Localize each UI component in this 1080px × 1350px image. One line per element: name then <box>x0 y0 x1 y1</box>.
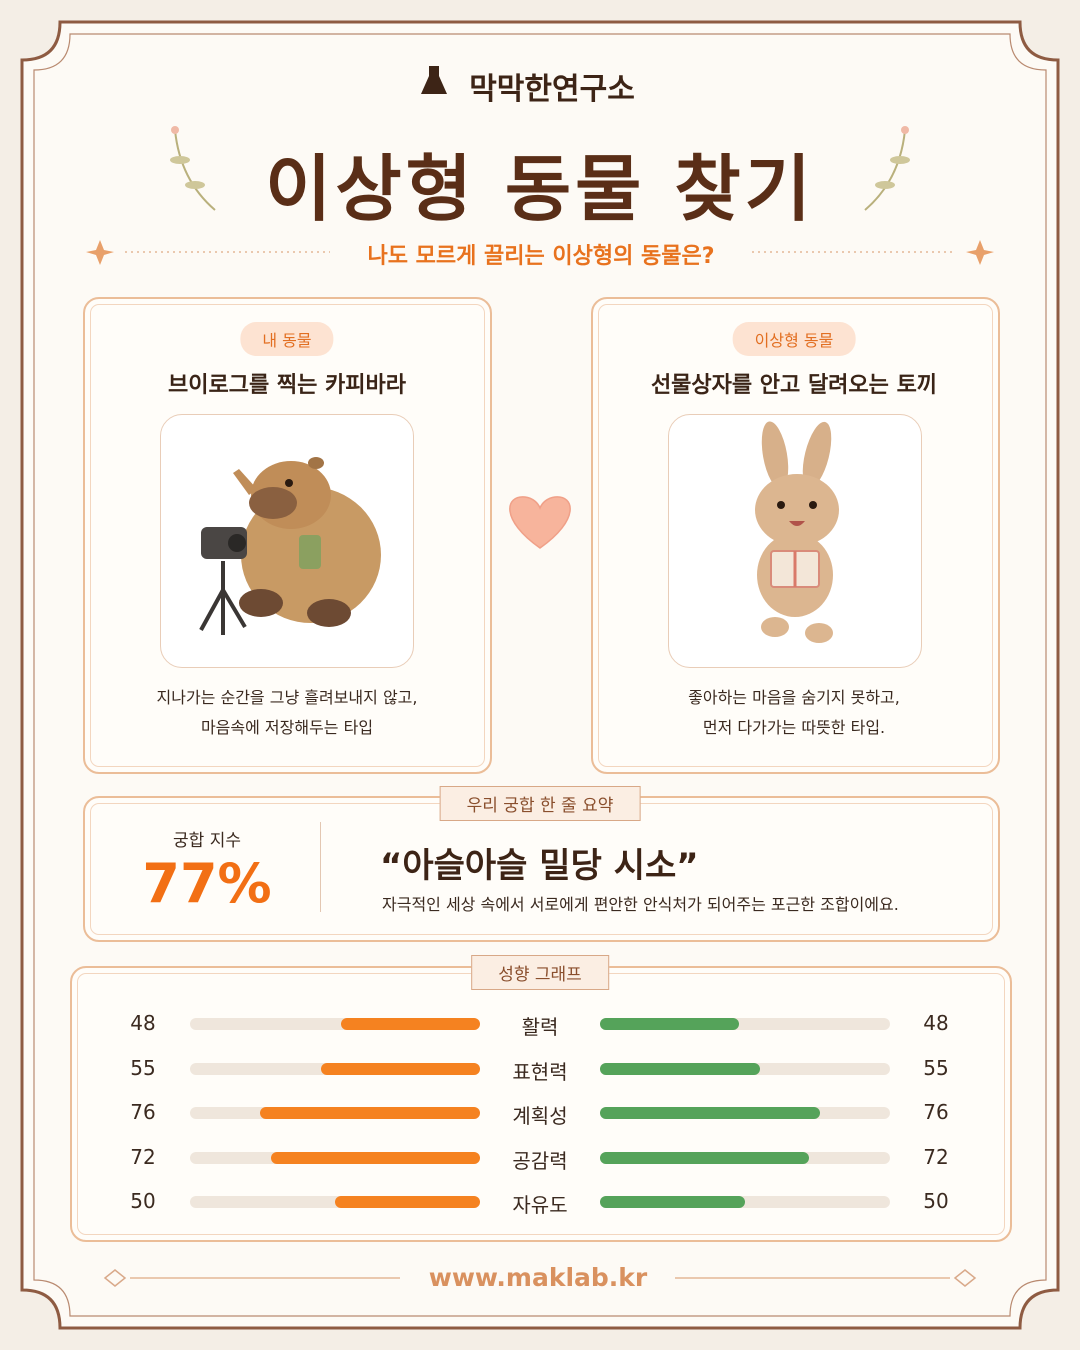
left-bar <box>320 1062 480 1075</box>
rabbit-illustration <box>755 421 839 643</box>
right-value: 76 <box>923 1100 949 1124</box>
capybara-image <box>160 414 414 668</box>
capybara-illustration <box>199 457 381 635</box>
score-label: 궁합 지수 <box>173 831 241 851</box>
right-bar <box>600 1018 740 1030</box>
trait-label: 계획성 <box>512 1104 568 1128</box>
trait-label: 활력 <box>521 1015 559 1039</box>
card-tag: 이상형 동물 <box>732 322 856 356</box>
left-bar <box>271 1151 480 1164</box>
right-bar <box>600 1062 760 1075</box>
trait-label: 자유도 <box>512 1193 568 1217</box>
card-tag: 내 동물 <box>240 322 334 356</box>
right-value: 50 <box>923 1189 949 1213</box>
left-bar <box>259 1107 480 1119</box>
footer-url: www.maklab.kr <box>428 1263 648 1292</box>
card-description: 지나가는 순간을 그냥 흘려보내지 않고, <box>156 688 418 707</box>
left-value: 72 <box>130 1144 156 1169</box>
section-label: 성향 그래프 <box>471 955 609 990</box>
left-bar <box>335 1196 480 1208</box>
rabbit-image <box>668 414 922 668</box>
card-description: 먼저 다가가는 따뜻한 타입. <box>702 718 886 737</box>
card-description: 좋아하는 마음을 숨기지 못하고, <box>688 688 900 707</box>
trait-label: 표현력 <box>512 1059 568 1084</box>
left-value: 55 <box>130 1055 156 1080</box>
subtitle: 나도 모르게 끌리는 이상형의 동물은? <box>367 244 715 269</box>
right-bar <box>600 1151 809 1164</box>
headline: “아슬아슬 밀당 시소” <box>380 846 699 886</box>
left-bar <box>340 1018 480 1030</box>
right-bar <box>600 1107 821 1119</box>
card-description: 마음속에 저장해두는 타입 <box>200 718 374 737</box>
section-label: 우리 궁합 한 줄 요약 <box>439 786 641 821</box>
right-value: 72 <box>923 1144 949 1169</box>
left-value: 48 <box>130 1011 156 1035</box>
brand: 막막한연구소 <box>469 72 635 107</box>
left-value: 76 <box>130 1100 156 1124</box>
title: 이상형 동물 찾기 <box>265 147 815 231</box>
right-value: 55 <box>923 1055 949 1080</box>
right-bar <box>600 1196 745 1208</box>
right-value: 48 <box>923 1011 949 1035</box>
summary-description: 자극적인 세상 속에서 서로에게 편안한 안식처가 되어주는 포근한 조합이에요… <box>382 895 899 914</box>
trait-label: 공감력 <box>512 1148 568 1173</box>
card-name: 선물상자를 안고 달려오는 토끼 <box>650 373 938 398</box>
divider <box>320 822 321 912</box>
score: 77% <box>142 852 272 915</box>
left-value: 50 <box>130 1189 156 1213</box>
card-name: 브이로그를 찍는 카피바라 <box>168 373 406 398</box>
